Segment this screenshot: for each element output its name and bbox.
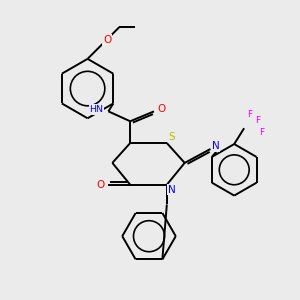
Text: F: F xyxy=(248,110,253,119)
Text: F: F xyxy=(260,128,265,137)
Text: O: O xyxy=(103,35,112,45)
Text: S: S xyxy=(169,132,175,142)
Text: HN: HN xyxy=(89,105,103,114)
Text: N: N xyxy=(168,184,176,195)
Text: N: N xyxy=(212,141,219,151)
Text: F: F xyxy=(255,116,261,125)
Text: O: O xyxy=(158,104,166,114)
Text: O: O xyxy=(96,180,105,190)
